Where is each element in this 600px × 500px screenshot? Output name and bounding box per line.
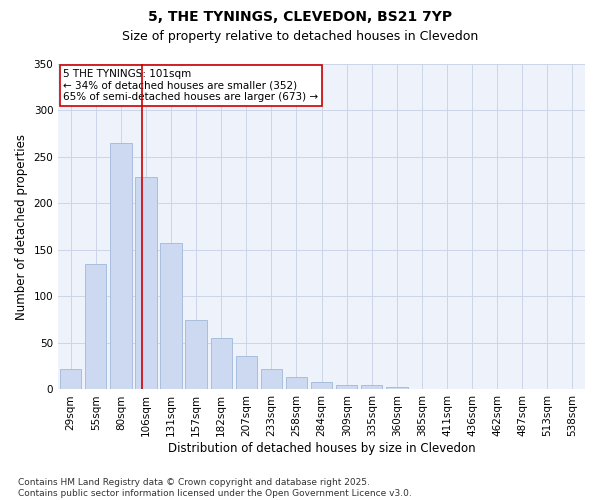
Bar (110, 143, 131, 390)
Bar (85, 264, 106, 390)
Bar (411, 388, 433, 390)
Bar (261, 369, 282, 390)
Bar (512, 388, 533, 390)
Bar (361, 385, 382, 390)
Bar (160, 244, 182, 390)
Bar (386, 386, 407, 390)
Bar (286, 378, 307, 390)
Text: Size of property relative to detached houses in Clevedon: Size of property relative to detached ho… (122, 30, 478, 43)
Text: Contains HM Land Registry data © Crown copyright and database right 2025.
Contai: Contains HM Land Registry data © Crown c… (18, 478, 412, 498)
Bar (436, 388, 458, 390)
Bar (311, 382, 332, 390)
Bar (562, 388, 583, 390)
Bar (236, 356, 257, 390)
X-axis label: Distribution of detached houses by size in Clevedon: Distribution of detached houses by size … (168, 442, 475, 455)
Bar (336, 385, 358, 390)
Bar (185, 320, 207, 390)
Bar (60, 369, 82, 390)
Text: 5, THE TYNINGS, CLEVEDON, BS21 7YP: 5, THE TYNINGS, CLEVEDON, BS21 7YP (148, 10, 452, 24)
Y-axis label: Number of detached properties: Number of detached properties (15, 134, 28, 320)
Text: 5 THE TYNINGS: 101sqm
← 34% of detached houses are smaller (352)
65% of semi-det: 5 THE TYNINGS: 101sqm ← 34% of detached … (64, 69, 319, 102)
Bar (136, 178, 157, 390)
Bar (211, 338, 232, 390)
